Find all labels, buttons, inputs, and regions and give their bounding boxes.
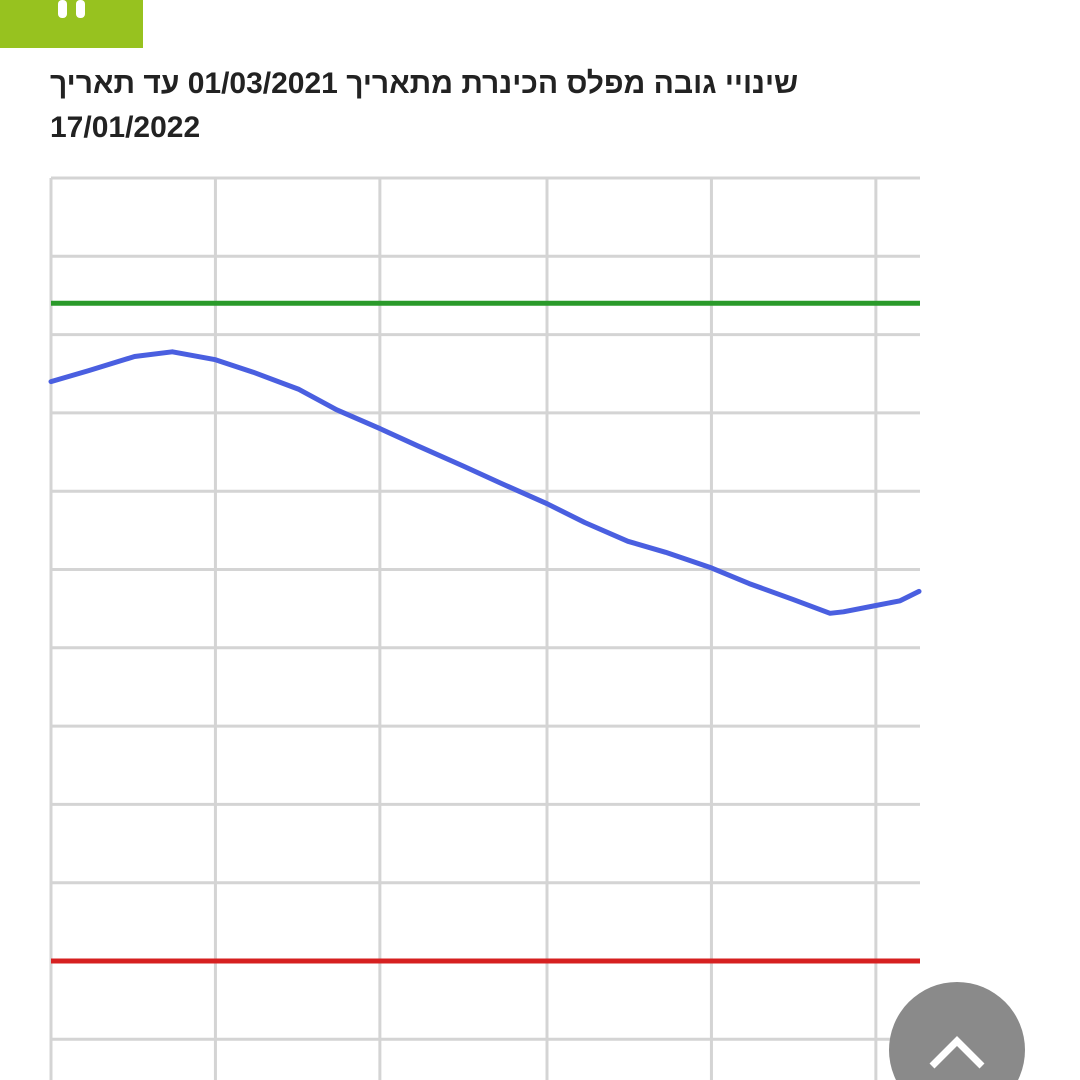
button-circle[interactable] bbox=[889, 982, 1025, 1080]
data-line bbox=[48, 349, 922, 616]
chart-title: שינויי גובה מפלס הכינרת מתאריך 01/03/202… bbox=[50, 67, 799, 144]
chevron-up bbox=[929, 1036, 985, 1069]
scroll-top-button[interactable] bbox=[889, 982, 1025, 1080]
logo-mark bbox=[76, 0, 85, 18]
plot-area bbox=[48, 176, 922, 1080]
logo-mark bbox=[58, 0, 67, 18]
logo-tab[interactable] bbox=[0, 0, 143, 48]
